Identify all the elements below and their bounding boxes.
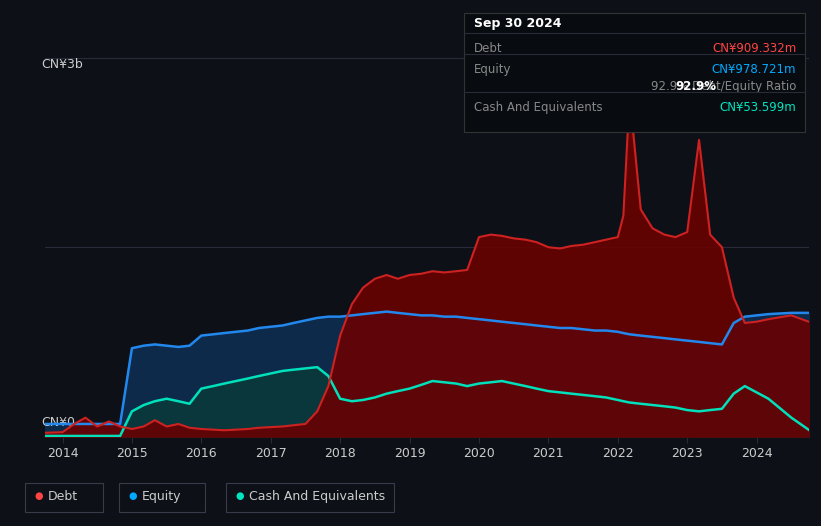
Text: Equity: Equity [474, 63, 511, 76]
Text: CN¥909.332m: CN¥909.332m [712, 42, 796, 55]
Text: ●: ● [34, 491, 43, 501]
Text: 92.9% Debt/Equity Ratio: 92.9% Debt/Equity Ratio [651, 80, 796, 94]
Text: CN¥978.721m: CN¥978.721m [712, 63, 796, 76]
Text: Cash And Equivalents: Cash And Equivalents [474, 101, 603, 114]
Text: CN¥0: CN¥0 [41, 416, 76, 429]
Text: ●: ● [129, 491, 137, 501]
Text: ●: ● [236, 491, 244, 501]
Text: Debt: Debt [474, 42, 502, 55]
Text: Debt: Debt [48, 490, 78, 503]
Text: CN¥53.599m: CN¥53.599m [720, 101, 796, 114]
Text: 92.9%: 92.9% [675, 80, 716, 94]
Text: CN¥3b: CN¥3b [41, 58, 83, 71]
Text: Equity: Equity [142, 490, 181, 503]
Text: Cash And Equivalents: Cash And Equivalents [249, 490, 385, 503]
Text: Sep 30 2024: Sep 30 2024 [474, 17, 562, 31]
